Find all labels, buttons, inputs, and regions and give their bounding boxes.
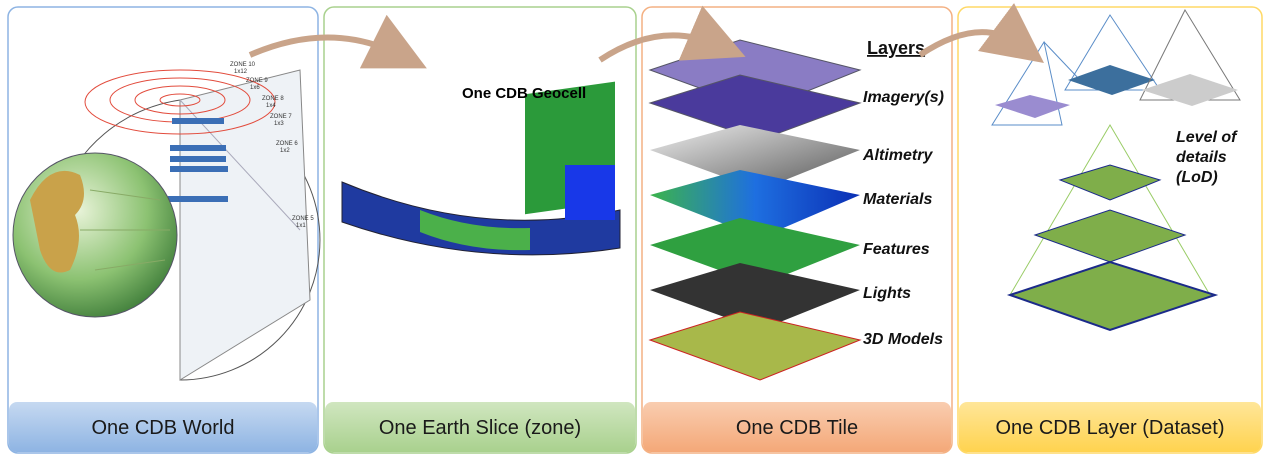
zone-size: 1x2 (280, 148, 290, 154)
layer-label: Lights (863, 285, 911, 302)
lod-label: details (1176, 149, 1227, 166)
layer-label: 3D Models (863, 331, 943, 348)
layer-label: Imagery(s) (863, 89, 944, 106)
zone-name: ZONE 7 (270, 114, 292, 120)
caption: One CDB Layer (Dataset) (996, 417, 1225, 439)
arrow (248, 14, 427, 69)
zone-name: ZONE 9 (246, 78, 268, 84)
zone-size: 1x3 (274, 121, 284, 127)
zone-name: ZONE 5 (292, 216, 314, 222)
zone-size: 1x12 (234, 69, 248, 75)
caption: One CDB World (91, 417, 234, 439)
caption: One Earth Slice (zone) (379, 417, 581, 439)
caption: One CDB Tile (736, 417, 858, 439)
zone-size: 1x4 (266, 103, 276, 109)
lod-label: Level of (1176, 129, 1238, 146)
layer-label: Materials (863, 191, 932, 208)
caption-bar (959, 402, 1261, 452)
zone-name: ZONE 6 (276, 141, 298, 147)
geocell-label: One CDB Geocell (462, 85, 586, 102)
zone-name: ZONE 10 (230, 62, 256, 68)
arrow (918, 3, 1045, 63)
zone-size: 1x1 (296, 223, 306, 229)
dataset-illustration (991, 8, 1241, 332)
arrow (598, 5, 746, 63)
layer-label: Features (863, 241, 930, 258)
caption-bar (325, 402, 635, 452)
slice-illustration (341, 81, 621, 256)
zone-name: ZONE 8 (262, 96, 284, 102)
caption-bar (9, 402, 317, 452)
layers-title: Layers (867, 38, 925, 58)
lod-label: (LoD) (1176, 169, 1218, 186)
zone-size: 1x6 (250, 85, 260, 91)
caption-bar (643, 402, 951, 452)
world-illustration (12, 69, 321, 381)
layer-label: Altimetry (862, 147, 933, 164)
